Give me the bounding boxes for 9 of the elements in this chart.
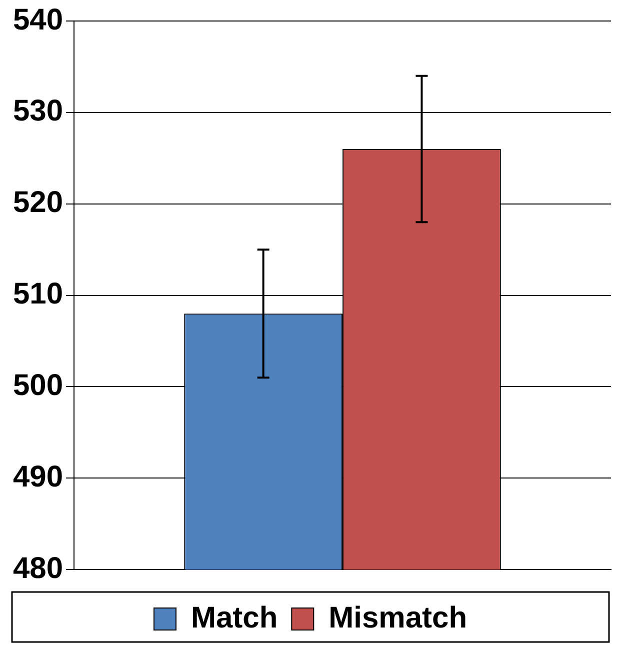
y-tick-label: 520 (12, 186, 64, 220)
y-tick-label: 510 (12, 278, 64, 311)
y-tick-label: 500 (12, 369, 64, 402)
legend-label: Match (190, 601, 278, 634)
y-tick-label: 480 (12, 552, 64, 585)
y-tick-label: 490 (12, 460, 64, 494)
y-tick-label: 540 (12, 3, 64, 36)
y-tick-label: 530 (12, 94, 64, 128)
legend-label: Mismatch (328, 601, 468, 634)
